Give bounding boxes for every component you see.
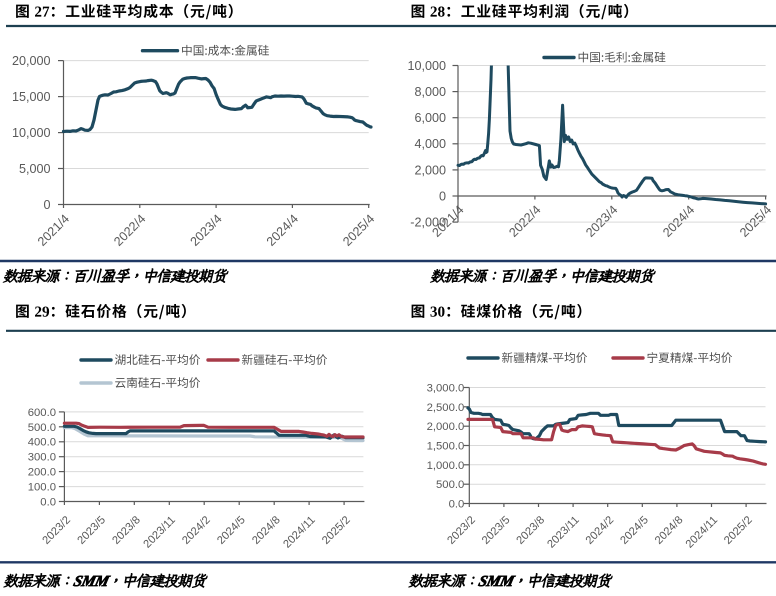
svg-text:1,500.0: 1,500.0 [427,441,465,453]
svg-text:2,000.0: 2,000.0 [427,421,465,433]
svg-text:10,000: 10,000 [12,126,51,140]
svg-text:300.0: 300.0 [28,452,56,464]
svg-text:2,500.0: 2,500.0 [427,402,465,414]
svg-text:0.0: 0.0 [449,499,465,511]
svg-text:200.0: 200.0 [28,467,56,479]
svg-text:1,000.0: 1,000.0 [427,460,465,472]
svg-text:0: 0 [43,198,50,212]
svg-text:5,000: 5,000 [19,162,51,176]
svg-text:6,000: 6,000 [414,111,446,125]
svg-text:400.0: 400.0 [28,437,56,449]
svg-text:15,000: 15,000 [12,90,51,104]
svg-text:0.0: 0.0 [40,497,56,509]
svg-text:600.0: 600.0 [28,407,56,419]
svg-text:500.0: 500.0 [436,479,464,491]
svg-text:-2,000: -2,000 [410,216,446,230]
svg-text:8,000: 8,000 [414,85,446,99]
svg-text:100.0: 100.0 [28,482,56,494]
svg-text:0: 0 [439,189,446,203]
svg-text:4,000: 4,000 [414,137,446,151]
svg-text:500.0: 500.0 [28,422,56,434]
svg-text:10,000: 10,000 [407,59,446,73]
svg-text:2,000: 2,000 [414,163,446,177]
svg-text:3,000.0: 3,000.0 [427,383,465,395]
svg-text:20,000: 20,000 [12,54,51,68]
